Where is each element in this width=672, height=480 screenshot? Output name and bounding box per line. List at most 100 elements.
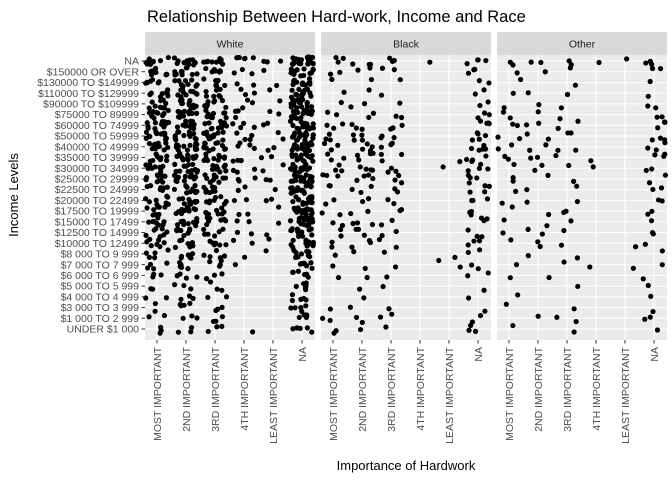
x-tick-label: LEAST IMPORTANT bbox=[268, 346, 280, 443]
data-point bbox=[175, 174, 181, 180]
panel-background-white bbox=[145, 55, 315, 340]
data-point bbox=[308, 104, 315, 110]
data-point bbox=[152, 308, 158, 314]
data-point bbox=[144, 205, 150, 211]
data-point bbox=[484, 196, 491, 202]
data-point bbox=[187, 244, 193, 250]
data-point bbox=[161, 111, 167, 117]
data-point bbox=[193, 174, 199, 180]
data-point bbox=[146, 140, 153, 147]
data-point bbox=[152, 65, 159, 71]
data-point bbox=[515, 292, 521, 298]
data-point bbox=[329, 244, 335, 250]
data-point bbox=[223, 218, 229, 224]
data-point bbox=[184, 184, 190, 190]
data-point bbox=[468, 208, 475, 215]
data-point bbox=[178, 94, 184, 100]
data-point bbox=[162, 173, 168, 179]
y-tick-label: $1 000 TO 2 999 bbox=[61, 313, 140, 325]
data-point bbox=[301, 221, 307, 227]
data-point bbox=[260, 122, 267, 128]
data-point bbox=[513, 262, 520, 268]
data-point bbox=[156, 79, 162, 85]
data-point bbox=[211, 197, 217, 203]
x-tick-label: NA bbox=[473, 347, 485, 362]
data-point bbox=[191, 131, 197, 137]
data-point bbox=[213, 83, 220, 89]
data-point bbox=[150, 59, 156, 65]
data-point bbox=[188, 329, 194, 335]
data-point bbox=[181, 201, 187, 207]
data-point bbox=[216, 179, 222, 185]
data-point bbox=[181, 302, 187, 308]
data-point bbox=[221, 155, 227, 161]
data-point bbox=[213, 247, 219, 254]
data-point bbox=[181, 232, 187, 239]
data-point bbox=[349, 244, 355, 250]
data-point bbox=[288, 305, 294, 311]
data-point bbox=[327, 137, 333, 143]
data-point bbox=[178, 218, 184, 225]
data-point bbox=[161, 240, 167, 246]
data-point bbox=[391, 200, 397, 207]
data-point bbox=[165, 194, 171, 200]
data-point bbox=[295, 205, 301, 211]
x-tick-label: 2ND IMPORTANT bbox=[181, 346, 193, 431]
data-point bbox=[309, 210, 315, 216]
data-point bbox=[173, 137, 179, 143]
data-point bbox=[291, 188, 297, 194]
data-point bbox=[650, 186, 656, 193]
data-point bbox=[370, 110, 377, 116]
data-point bbox=[293, 250, 299, 256]
data-point bbox=[203, 65, 209, 72]
data-point bbox=[568, 130, 574, 136]
data-point bbox=[175, 329, 182, 335]
data-point bbox=[563, 208, 569, 214]
data-point bbox=[537, 243, 543, 250]
data-point bbox=[477, 102, 483, 109]
data-point bbox=[251, 90, 257, 96]
data-point bbox=[297, 169, 303, 175]
data-point bbox=[215, 306, 221, 312]
data-point bbox=[301, 66, 307, 72]
data-point bbox=[201, 184, 207, 190]
data-point bbox=[566, 58, 572, 64]
data-point bbox=[574, 255, 581, 261]
data-point bbox=[399, 151, 405, 158]
data-point bbox=[388, 142, 394, 148]
data-point bbox=[223, 168, 229, 174]
data-point bbox=[205, 218, 212, 224]
data-point bbox=[287, 218, 294, 224]
data-point bbox=[188, 201, 194, 207]
data-point bbox=[517, 135, 523, 142]
data-point bbox=[182, 173, 188, 180]
data-point bbox=[289, 147, 295, 153]
data-point bbox=[329, 239, 335, 245]
data-point bbox=[289, 68, 295, 74]
data-point bbox=[508, 142, 515, 148]
data-point bbox=[535, 239, 541, 245]
data-point bbox=[304, 271, 310, 277]
data-point bbox=[643, 60, 649, 66]
data-point bbox=[398, 206, 405, 213]
data-point bbox=[290, 326, 296, 332]
data-point bbox=[524, 199, 530, 205]
data-point bbox=[360, 198, 366, 205]
facet-strip-black bbox=[321, 32, 491, 55]
data-point bbox=[295, 268, 301, 274]
data-point bbox=[484, 216, 490, 222]
data-point bbox=[555, 125, 561, 131]
data-point bbox=[350, 220, 356, 227]
data-point bbox=[588, 158, 594, 164]
data-point bbox=[185, 220, 191, 227]
data-point bbox=[193, 153, 199, 159]
panel-background-black bbox=[321, 55, 491, 340]
data-point bbox=[355, 67, 361, 73]
data-point bbox=[185, 81, 191, 87]
data-point bbox=[222, 82, 228, 89]
data-point bbox=[290, 198, 296, 205]
data-point bbox=[546, 274, 552, 281]
data-point bbox=[218, 57, 224, 63]
data-point bbox=[304, 313, 310, 319]
data-point bbox=[158, 166, 164, 172]
